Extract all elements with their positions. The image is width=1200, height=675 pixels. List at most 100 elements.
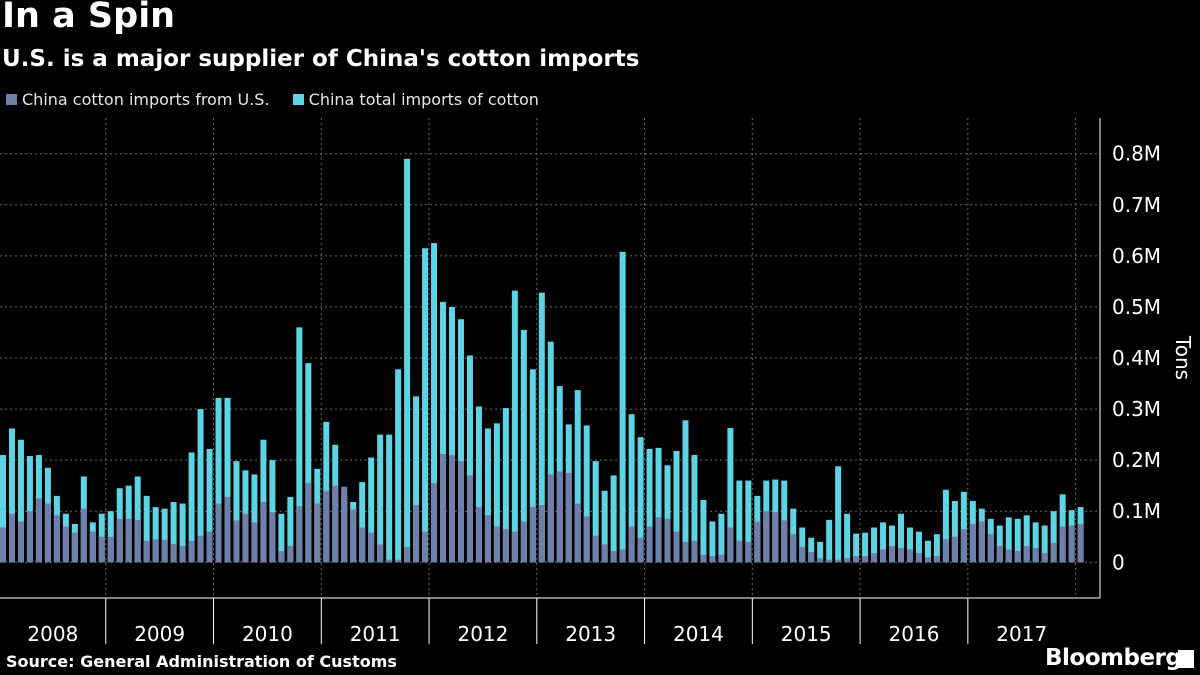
bar-us <box>116 518 123 563</box>
bar-total <box>817 541 824 563</box>
bar-us <box>152 539 159 563</box>
bar-total <box>368 457 375 563</box>
bar-us <box>260 502 267 563</box>
bar-us <box>44 503 51 563</box>
bar-us <box>772 512 779 563</box>
bar-us <box>511 531 518 563</box>
bar-us <box>628 526 635 563</box>
bar-us <box>862 556 869 563</box>
bar-us <box>206 531 213 563</box>
bar-us <box>125 518 132 563</box>
bar-us <box>493 526 500 563</box>
bar-total <box>808 537 815 563</box>
bar-us <box>565 472 572 563</box>
bar-total <box>395 369 402 563</box>
bar-us <box>323 490 330 563</box>
year-label: 2008 <box>27 622 78 646</box>
bar-total <box>655 447 662 563</box>
y-tick-label: 0.8M <box>1112 142 1161 166</box>
bar-total <box>718 513 725 563</box>
bar-us <box>404 546 411 563</box>
bar-total <box>296 327 303 563</box>
bar-us <box>745 541 752 563</box>
bar-us <box>1077 523 1084 563</box>
bar-total <box>826 519 833 563</box>
bar-us <box>592 535 599 563</box>
bar-total <box>520 329 527 563</box>
bar-us <box>763 511 770 563</box>
bar-us <box>215 503 222 563</box>
bar-total <box>377 434 384 563</box>
bar-total <box>1014 518 1021 563</box>
bar-total <box>0 455 6 563</box>
bar-us <box>718 554 725 563</box>
bar-total <box>835 466 842 563</box>
bar-us <box>332 485 339 563</box>
legend-item-us: China cotton imports from U.S. <box>6 90 270 109</box>
bar-us <box>71 532 78 563</box>
bar-us <box>682 541 689 563</box>
bar-us <box>960 529 967 563</box>
legend-label-us: China cotton imports from U.S. <box>22 90 270 109</box>
year-label: 2012 <box>457 622 508 646</box>
bar-us <box>844 558 851 563</box>
bar-total <box>637 437 644 563</box>
bar-total <box>628 414 635 563</box>
y-tick-label: 0.1M <box>1112 499 1161 523</box>
bar-us <box>422 531 429 563</box>
bar-us <box>1068 525 1075 563</box>
bar-total <box>906 527 913 563</box>
bar-us <box>457 461 464 563</box>
bar-total <box>305 363 312 563</box>
bar-us <box>574 503 581 563</box>
bar-us <box>377 544 384 563</box>
bar-us <box>736 540 743 563</box>
bar-total <box>1041 525 1048 563</box>
bar-total <box>493 423 500 563</box>
bar-us <box>466 475 473 563</box>
bar-us <box>817 558 824 563</box>
bar-total <box>359 482 366 563</box>
bar-us <box>924 557 931 563</box>
bar-total <box>664 465 671 563</box>
bar-total <box>431 243 438 563</box>
bar-total <box>547 341 554 563</box>
bar-total <box>440 301 447 563</box>
bar-total <box>233 461 240 563</box>
bar-total <box>17 439 24 563</box>
bar-total <box>8 428 15 563</box>
bar-total <box>188 452 195 563</box>
bar-total <box>799 527 806 563</box>
bar-us <box>1023 545 1030 563</box>
bar-us <box>80 508 87 563</box>
legend-swatch-us <box>6 94 17 105</box>
bar-us <box>305 483 312 563</box>
bar-total <box>709 521 716 563</box>
bar-total <box>287 496 294 563</box>
chart-subtitle: U.S. is a major supplier of China's cott… <box>2 46 640 72</box>
bar-us <box>1014 551 1021 563</box>
bar-us <box>143 540 150 563</box>
bar-us <box>502 529 509 563</box>
bar-total <box>197 409 204 563</box>
bar-us <box>996 545 1003 563</box>
bar-us <box>601 544 608 563</box>
bar-us <box>871 553 878 563</box>
bar-total <box>529 369 536 563</box>
bar-total <box>161 508 168 563</box>
bar-total <box>898 513 904 563</box>
bar-us <box>942 539 949 563</box>
bar-us <box>287 545 294 563</box>
bar-us <box>520 521 527 563</box>
bar-us <box>484 515 491 563</box>
bar-us <box>987 534 994 563</box>
bar-us <box>933 556 940 563</box>
bar-us <box>341 486 348 563</box>
bar-us <box>188 540 195 563</box>
bar-us <box>1059 526 1066 563</box>
bar-total <box>251 474 258 563</box>
bar-us <box>269 512 276 563</box>
bar-total <box>511 290 518 563</box>
bar-total <box>951 500 958 563</box>
bar-us <box>951 536 958 563</box>
